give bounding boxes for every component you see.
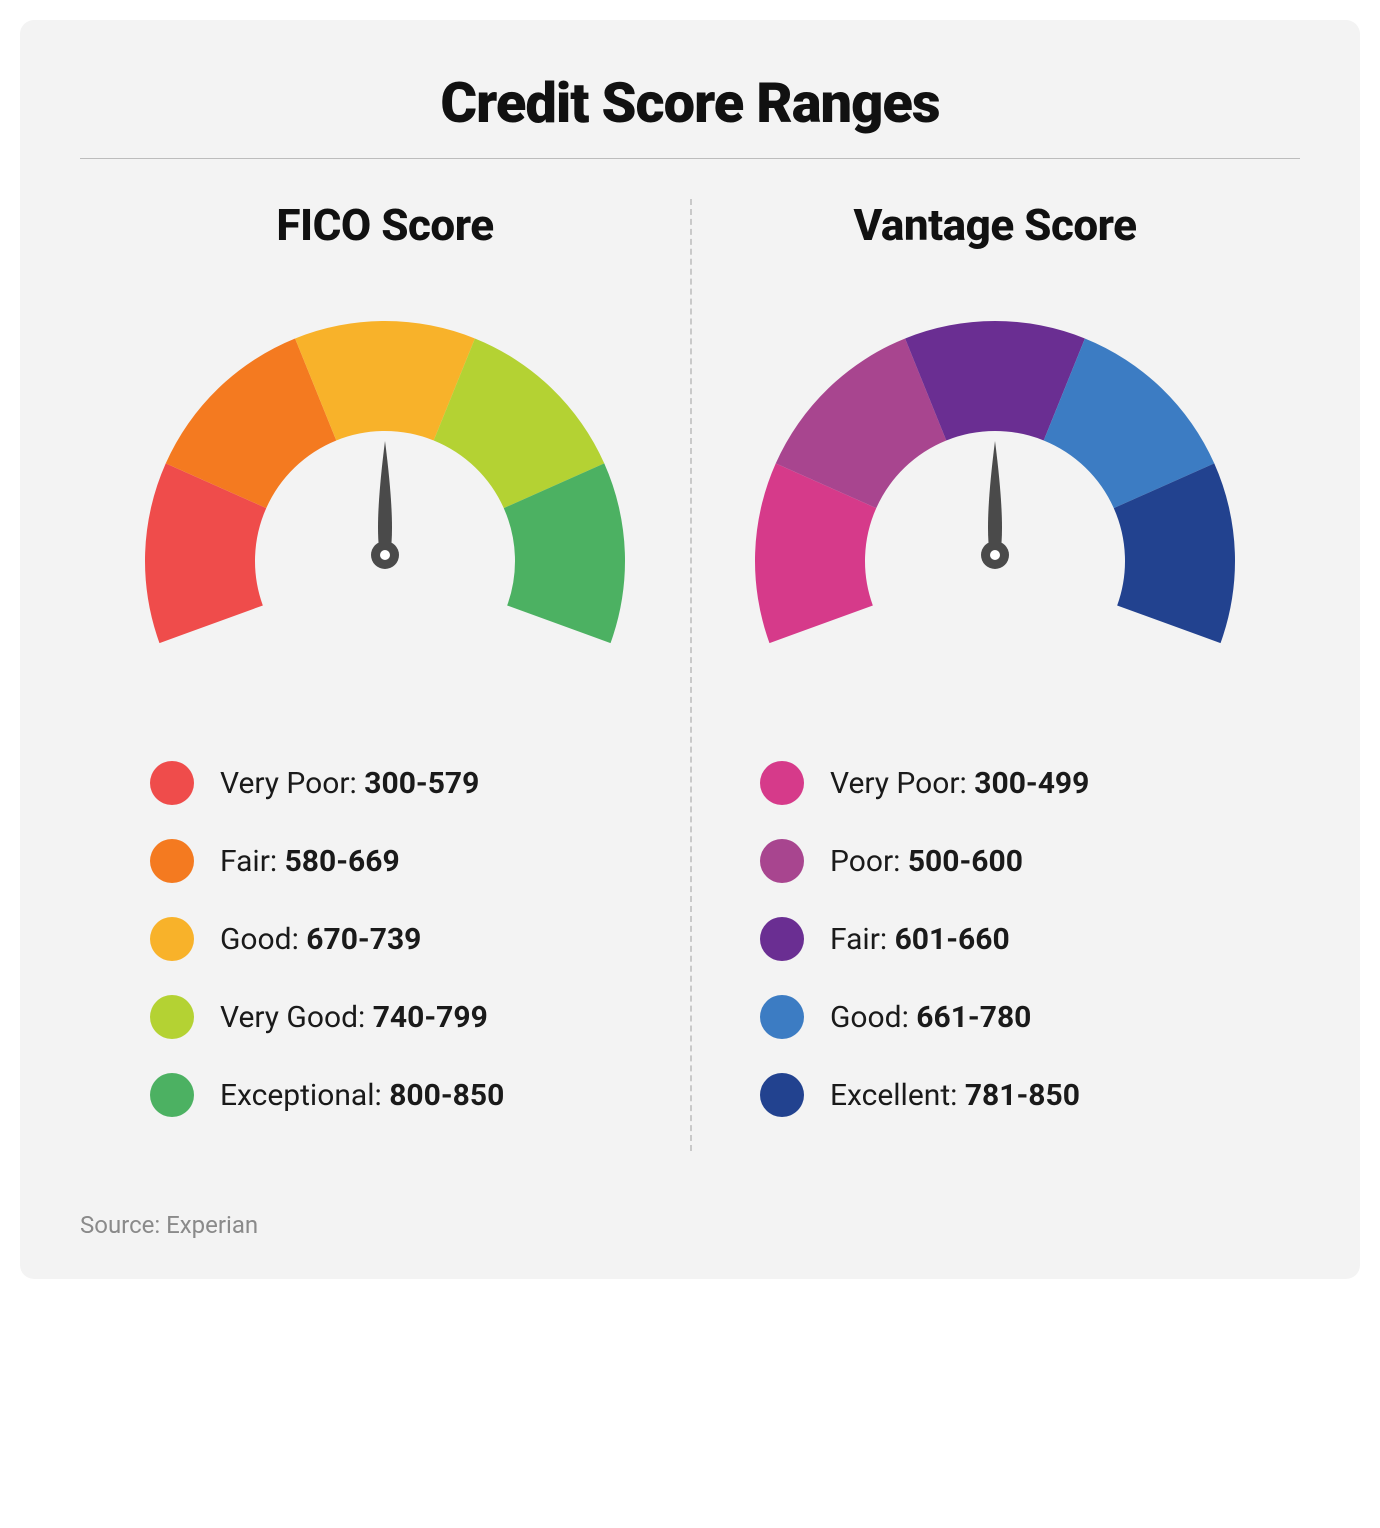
legend-range: 670-739 — [306, 922, 421, 957]
gauge-svg — [125, 301, 645, 691]
legend-text: Very Poor: 300-499 — [830, 766, 1089, 801]
legend-dot-icon — [760, 1073, 804, 1117]
legend-label: Exceptional: — [220, 1078, 389, 1113]
legend-item: Good: 661-780 — [760, 995, 1270, 1039]
legend-label: Poor: — [830, 844, 908, 879]
legend-dot-icon — [150, 839, 194, 883]
legend-range: 740-799 — [373, 1000, 488, 1035]
legend-dot-icon — [150, 1073, 194, 1117]
vertical-divider — [690, 199, 692, 1151]
legend-range: 300-579 — [364, 766, 479, 801]
legend-text: Excellent: 781-850 — [830, 1078, 1080, 1113]
legend-range: 300-499 — [974, 766, 1089, 801]
legend-text: Good: 670-739 — [220, 922, 421, 957]
legend-dot-icon — [760, 917, 804, 961]
legend-item: Good: 670-739 — [150, 917, 660, 961]
columns: FICO Score Very Poor: 300-579 Fair: 580-6… — [80, 199, 1300, 1151]
legend-dot-icon — [150, 995, 194, 1039]
legend-label: Very Poor: — [220, 766, 364, 801]
legend-text: Very Good: 740-799 — [220, 1000, 488, 1035]
legend-text: Exceptional: 800-850 — [220, 1078, 504, 1113]
vantage-panel: Vantage Score Very Poor: 300-499 Poor: 50… — [690, 199, 1300, 1151]
legend-item: Very Poor: 300-579 — [150, 761, 660, 805]
legend-item: Fair: 580-669 — [150, 839, 660, 883]
legend-range: 661-780 — [916, 1000, 1031, 1035]
legend-dot-icon — [760, 761, 804, 805]
legend-text: Poor: 500-600 — [830, 844, 1023, 879]
legend-text: Fair: 601-660 — [830, 922, 1010, 957]
legend-label: Excellent: — [830, 1078, 965, 1113]
fico-gauge — [110, 301, 660, 691]
legend-dot-icon — [150, 761, 194, 805]
legend-item: Very Poor: 300-499 — [760, 761, 1270, 805]
legend-range: 800-850 — [389, 1078, 504, 1113]
vantage-legend: Very Poor: 300-499 Poor: 500-600 Fair: 601… — [720, 761, 1270, 1117]
legend-text: Very Poor: 300-579 — [220, 766, 479, 801]
legend-label: Fair: — [220, 844, 285, 879]
main-title: Credit Score Ranges — [80, 70, 1300, 136]
legend-item: Exceptional: 800-850 — [150, 1073, 660, 1117]
title-divider — [80, 158, 1300, 159]
legend-text: Fair: 580-669 — [220, 844, 400, 879]
vantage-title: Vantage Score — [720, 199, 1270, 251]
legend-range: 500-600 — [908, 844, 1023, 879]
fico-legend: Very Poor: 300-579 Fair: 580-669 Good: 670… — [110, 761, 660, 1117]
fico-panel: FICO Score Very Poor: 300-579 Fair: 580-6… — [80, 199, 690, 1151]
legend-item: Very Good: 740-799 — [150, 995, 660, 1039]
legend-range: 580-669 — [285, 844, 400, 879]
gauge-hub-hole — [990, 550, 1000, 560]
gauge-hub-hole — [380, 550, 390, 560]
legend-label: Very Poor: — [830, 766, 974, 801]
legend-range: 601-660 — [895, 922, 1010, 957]
legend-item: Excellent: 781-850 — [760, 1073, 1270, 1117]
legend-label: Fair: — [830, 922, 895, 957]
legend-item: Poor: 500-600 — [760, 839, 1270, 883]
fico-title: FICO Score — [110, 199, 660, 251]
legend-dot-icon — [150, 917, 194, 961]
source-attribution: Source: Experian — [80, 1211, 1300, 1239]
legend-item: Fair: 601-660 — [760, 917, 1270, 961]
legend-dot-icon — [760, 995, 804, 1039]
legend-range: 781-850 — [965, 1078, 1080, 1113]
legend-label: Good: — [830, 1000, 916, 1035]
legend-label: Good: — [220, 922, 306, 957]
infographic-card: Credit Score Ranges FICO Score Very Poor… — [20, 20, 1360, 1279]
legend-text: Good: 661-780 — [830, 1000, 1031, 1035]
legend-dot-icon — [760, 839, 804, 883]
vantage-gauge — [720, 301, 1270, 691]
legend-label: Very Good: — [220, 1000, 373, 1035]
gauge-svg — [735, 301, 1255, 691]
